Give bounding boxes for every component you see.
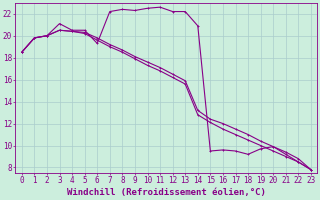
X-axis label: Windchill (Refroidissement éolien,°C): Windchill (Refroidissement éolien,°C) xyxy=(67,188,266,197)
